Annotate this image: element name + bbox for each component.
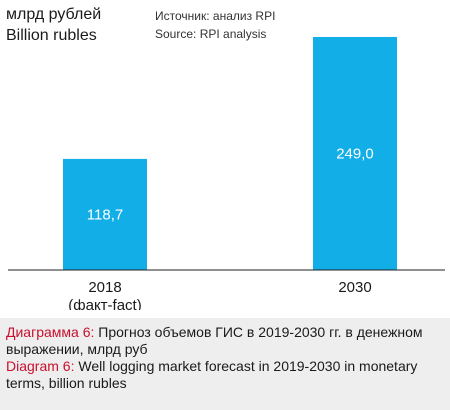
caption-en-text: Well logging market forecast in 2019-203… [6,358,418,391]
bar-value-label-2018: 118,7 [87,206,123,223]
caption-en: Diagram 6: Well logging market forecast … [6,358,442,392]
category-label-2030: 2030 [338,279,371,296]
caption-ru: Диаграмма 6: Прогноз объемов ГИС в 2019-… [6,324,442,358]
bar-chart: 118,7 2018(факт-fact) 249,0 2030 [8,36,445,310]
chart-area: 118,7 2018 (факт-fact) 249,0 2030 млрд рубле… [6,6,445,310]
source-label-ru: Источник: анализ RPI [155,9,276,23]
bar-2030 [313,36,397,270]
caption-ru-label: Диаграмма 6: [6,324,95,340]
unit-label-ru: млрд рублей [6,6,102,23]
caption-en-label: Diagram 6: [6,358,75,374]
source-label-en: Source: RPI analysis [155,27,267,41]
category-sublabel-2018: (факт-fact) [68,297,141,310]
caption-ru-text: Прогноз объемов ГИС в 2019-2030 гг. в де… [6,324,423,357]
bar-2018 [63,158,147,270]
chart-caption: Диаграмма 6: Прогноз объемов ГИС в 2019-… [0,318,450,410]
bar-value-label-2030: 249,0 [336,145,374,162]
unit-label-en: Billion rubles [6,27,97,44]
category-label-2018: 2018 [88,279,121,296]
